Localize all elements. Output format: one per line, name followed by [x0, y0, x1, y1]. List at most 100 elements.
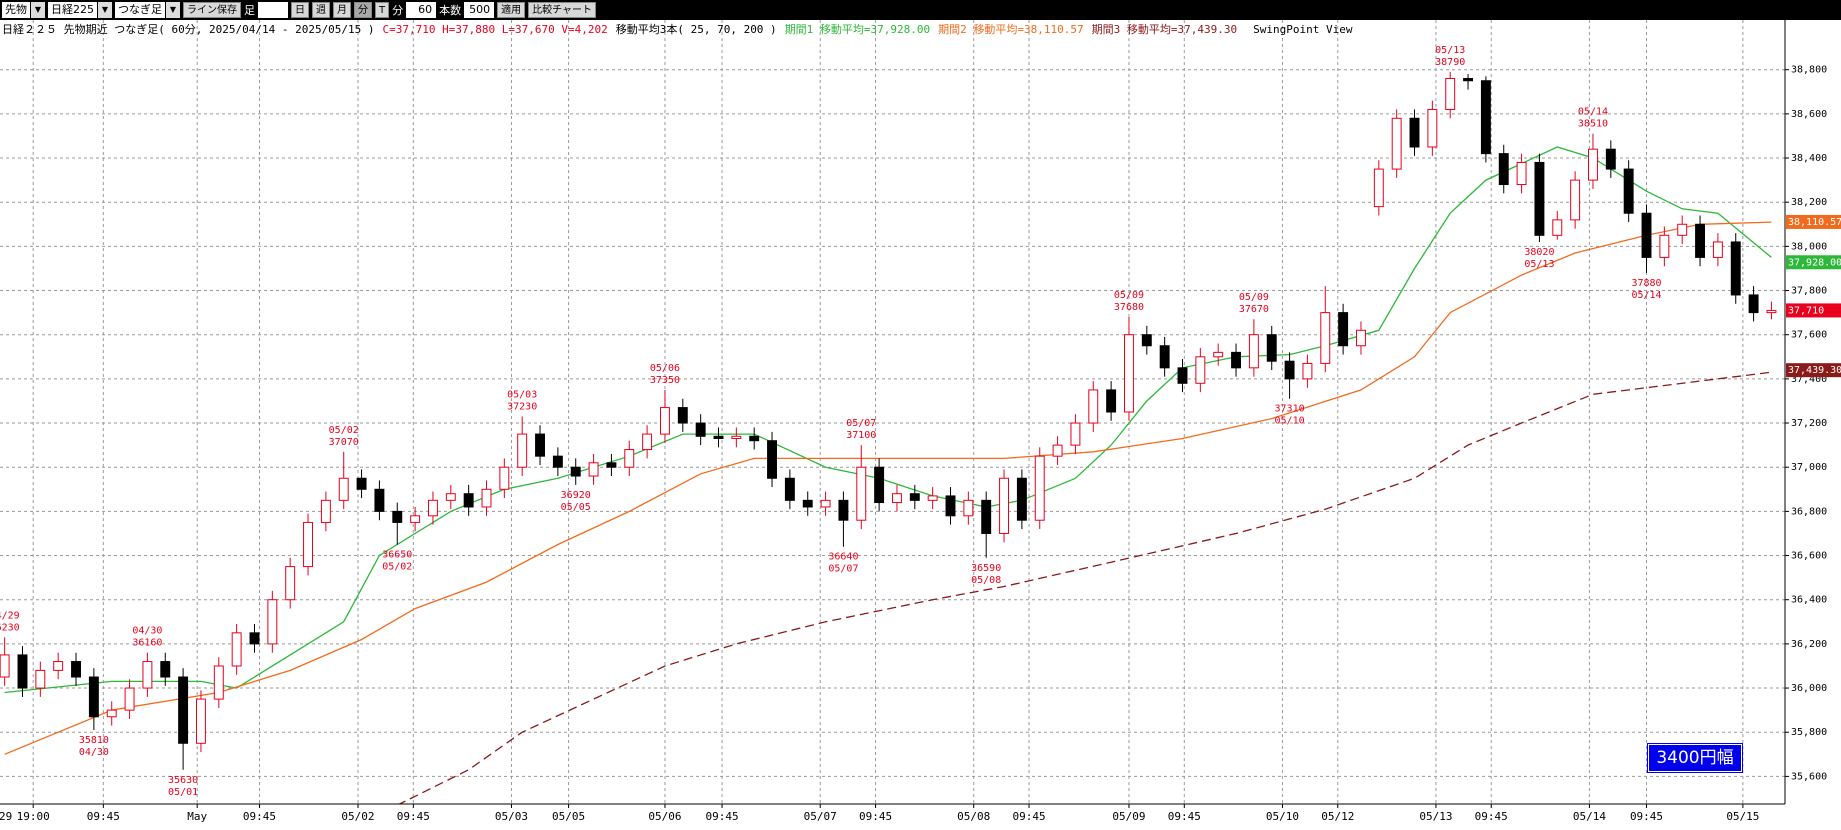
mode-select[interactable]: つなぎ足 ▼: [115, 2, 180, 18]
y-tick-label: 36,600: [1791, 551, 1827, 562]
candle-body: [874, 466, 885, 504]
candle-body: [1623, 168, 1634, 214]
apply-button[interactable]: 適用: [497, 2, 526, 18]
swing-value: 37680: [1114, 302, 1144, 313]
swing-date: 04/30: [132, 626, 162, 637]
month-button[interactable]: 月: [333, 2, 351, 18]
candle-body: [392, 510, 403, 523]
swing-value: 36590: [971, 563, 1001, 574]
swing-point: 04/2936230: [0, 610, 20, 633]
price-tag-label: 37,928.00: [1788, 257, 1841, 268]
y-tick-label: 35,800: [1791, 727, 1827, 738]
week-button[interactable]: 週: [312, 2, 330, 18]
price-tag-label: 37,710: [1788, 305, 1824, 316]
candle-body: [1588, 148, 1598, 181]
candle-body: [1177, 367, 1188, 384]
count-input[interactable]: 500: [464, 2, 495, 18]
candle-body: [1605, 148, 1616, 170]
candle-body: [1677, 223, 1688, 236]
x-tick-label: 05/09: [1112, 810, 1145, 823]
grid: [0, 20, 1785, 804]
candle-body: [1231, 351, 1242, 369]
swing-value: 37230: [507, 401, 537, 412]
x-tick-label: 09:45: [1012, 810, 1045, 823]
candle-body: [1124, 334, 1134, 413]
swing-date: 05/07: [828, 564, 858, 575]
candle-body: [1338, 312, 1349, 347]
y-tick-label: 37,800: [1791, 286, 1827, 297]
x-tick-label: 09:45: [87, 810, 120, 823]
ma-title: 移動平均3本( 25, 70, 200 ): [615, 23, 777, 36]
swing-value: 35810: [79, 735, 109, 746]
tick-button[interactable]: T: [375, 2, 390, 18]
select-text: つなぎ足: [118, 3, 162, 16]
candle-body: [749, 435, 760, 442]
save-button[interactable]: ライン保存: [183, 2, 241, 18]
toolbar: 先物 ▼ 日経225 ▼ つなぎ足 ▼ ライン保存 足 日 週 月 分 T 分 60 …: [0, 0, 1841, 20]
price-tag: [1786, 363, 1841, 378]
candle-body: [142, 661, 153, 689]
color-box[interactable]: [258, 2, 288, 18]
candle-body: [499, 466, 510, 490]
swing-date: 05/14: [1631, 290, 1661, 301]
candle-body: [178, 676, 189, 744]
candle-body: [88, 676, 99, 718]
info-line: 日経２２５ 先物期近 つなぎ足( 60分, 2025/04/14 - 2025/…: [2, 21, 1360, 37]
swing-value: 36160: [132, 638, 162, 649]
swing-value: 36650: [382, 550, 412, 561]
swing-date: 05/05: [561, 502, 591, 513]
index-select[interactable]: 日経225 ▼: [48, 2, 112, 18]
candle-body: [1248, 334, 1259, 369]
candle-body: [1070, 422, 1081, 446]
compare-button[interactable]: 比較チャート: [528, 2, 597, 18]
select-text: 先物: [5, 3, 27, 16]
candle-body: [535, 433, 545, 457]
day-button[interactable]: 日: [291, 2, 309, 18]
candle-body: [1213, 351, 1224, 358]
x-tick-label: 05/15: [1726, 810, 1759, 823]
swing-value: 36640: [828, 552, 858, 563]
candle-body: [1106, 389, 1117, 413]
candle-body: [195, 698, 206, 744]
candle-body: [642, 433, 653, 451]
x-tick-label: 09:45: [1630, 810, 1663, 823]
candle-body: [445, 493, 456, 501]
candle-body: [1427, 108, 1438, 148]
candle-body: [303, 521, 313, 568]
quote: C=37,710 H=37,880 L=37,670 V=4,202: [382, 23, 608, 36]
candle-body: [1356, 329, 1366, 347]
legend-entry: 期間3 移動平均=37,439.30: [1091, 23, 1238, 36]
candle-body: [517, 433, 528, 468]
candle-body: [1159, 345, 1170, 369]
swing-value: 36230: [0, 622, 20, 633]
minute-button[interactable]: 分: [354, 2, 372, 18]
range-label: 3400円幅: [1647, 743, 1743, 773]
candle-body: [1016, 477, 1027, 521]
candle-body: [838, 499, 849, 521]
x-tick-label: 05/10: [1266, 810, 1299, 823]
candle-body: [481, 488, 492, 508]
candle-body: [1766, 309, 1777, 314]
candle-body: [588, 462, 599, 477]
candle-body: [1695, 223, 1706, 258]
candle-body: [160, 661, 171, 678]
candle-body: [624, 449, 635, 468]
swing-date: 05/10: [1275, 416, 1305, 427]
market-select[interactable]: 先物 ▼: [2, 2, 45, 18]
y-tick-label: 37,200: [1791, 418, 1827, 429]
swing-value: 38790: [1435, 57, 1465, 68]
period-input[interactable]: 60: [406, 2, 437, 18]
swing-value: 37880: [1631, 278, 1661, 289]
